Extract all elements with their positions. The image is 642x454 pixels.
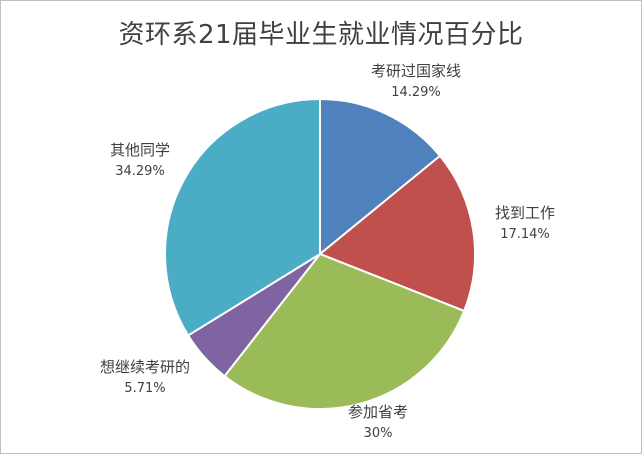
slice-value-label: 5.71% bbox=[124, 381, 165, 396]
pie-slices bbox=[164, 98, 476, 410]
pie-slice bbox=[223, 253, 466, 410]
chart-title: 资环系21届毕业生就业情况百分比 bbox=[118, 20, 524, 50]
slice-value-label: 30% bbox=[364, 426, 393, 441]
pie-slice bbox=[164, 98, 321, 337]
pie-labels: 考研过国家线 14.29% 找到工作 17.14% 参加省考 30% 想继续考研的 5.71%… bbox=[100, 62, 555, 441]
slice-category-label: 想继续考研的 bbox=[100, 358, 190, 376]
slice-value-label: 17.14% bbox=[500, 227, 550, 242]
slice-value-label: 34.29% bbox=[115, 164, 165, 179]
slice-category-label: 其他同学 bbox=[110, 141, 170, 159]
pie-slice bbox=[319, 154, 476, 312]
pie-slice bbox=[319, 98, 441, 255]
slice-category-label: 参加省考 bbox=[348, 403, 408, 421]
slice-category-label: 找到工作 bbox=[495, 204, 555, 222]
slice-category-label: 考研过国家线 bbox=[371, 62, 461, 80]
slice-value-label: 14.29% bbox=[391, 85, 441, 100]
